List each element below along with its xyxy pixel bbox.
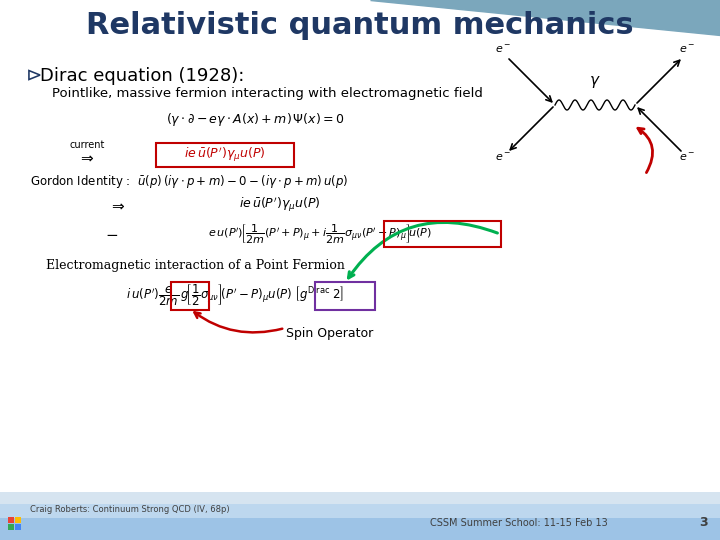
- Text: $\vartriangleright$: $\vartriangleright$: [22, 66, 42, 85]
- Text: $-$: $-$: [105, 226, 119, 241]
- Text: $\Rightarrow$: $\Rightarrow$: [109, 198, 127, 213]
- Text: $\Rightarrow$: $\Rightarrow$: [78, 150, 96, 165]
- Text: $e\,u(P^{\prime})\!\left[\dfrac{1}{2m}(P^{\prime}+P)_{\mu} + i\dfrac{1}{2m}\sigm: $e\,u(P^{\prime})\!\left[\dfrac{1}{2m}(P…: [208, 222, 432, 246]
- Bar: [8, 517, 14, 523]
- Text: $e^-$: $e^-$: [495, 44, 511, 55]
- Text: $ie\,\bar{u}(P^{\prime})\gamma_{\mu}u(P)$: $ie\,\bar{u}(P^{\prime})\gamma_{\mu}u(P)…: [184, 146, 266, 164]
- Text: Pointlike, massive fermion interacting with electromagnetic field: Pointlike, massive fermion interacting w…: [52, 87, 483, 100]
- Text: $ie\,\bar{u}(P^{\prime})\gamma_{\mu}u(P)$: $ie\,\bar{u}(P^{\prime})\gamma_{\mu}u(P)…: [239, 195, 320, 214]
- Text: Craig Roberts: Continuum Strong QCD (IV, 68p): Craig Roberts: Continuum Strong QCD (IV,…: [30, 504, 230, 514]
- Bar: [15, 517, 21, 523]
- Bar: [8, 524, 14, 530]
- FancyBboxPatch shape: [0, 504, 720, 540]
- Text: $i\,u(P^{\prime})\dfrac{e}{2m}\,g\!\left[\dfrac{1}{2}\sigma_{\mu\nu}\right]\!(P^: $i\,u(P^{\prime})\dfrac{e}{2m}\,g\!\left…: [126, 282, 344, 308]
- Text: Dirac equation (1928):: Dirac equation (1928):: [40, 67, 244, 85]
- Text: Gordon Identity :  $\bar{u}(p)\,(i\gamma\cdot p + m) - 0 - (i\gamma\cdot p + m)\: Gordon Identity : $\bar{u}(p)\,(i\gamma\…: [30, 173, 348, 191]
- Polygon shape: [370, 0, 720, 35]
- Text: $\gamma$: $\gamma$: [589, 74, 601, 90]
- Text: $(\gamma \cdot \partial - e\gamma \cdot A(x) + m)\,\Psi(x) = 0$: $(\gamma \cdot \partial - e\gamma \cdot …: [166, 111, 344, 129]
- Text: Relativistic quantum mechanics: Relativistic quantum mechanics: [86, 10, 634, 39]
- Text: CSSM Summer School: 11-15 Feb 13: CSSM Summer School: 11-15 Feb 13: [430, 518, 608, 528]
- Text: $e^-$: $e^-$: [495, 152, 511, 163]
- Text: current: current: [69, 140, 104, 150]
- Text: 3: 3: [699, 516, 708, 530]
- Text: Spin Operator: Spin Operator: [287, 327, 374, 340]
- Text: $e^-$: $e^-$: [679, 152, 696, 163]
- Bar: [15, 524, 21, 530]
- Text: Electromagnetic interaction of a Point Fermion: Electromagnetic interaction of a Point F…: [45, 260, 344, 273]
- FancyBboxPatch shape: [0, 492, 720, 540]
- FancyBboxPatch shape: [0, 518, 720, 540]
- Text: $e^-$: $e^-$: [679, 44, 696, 55]
